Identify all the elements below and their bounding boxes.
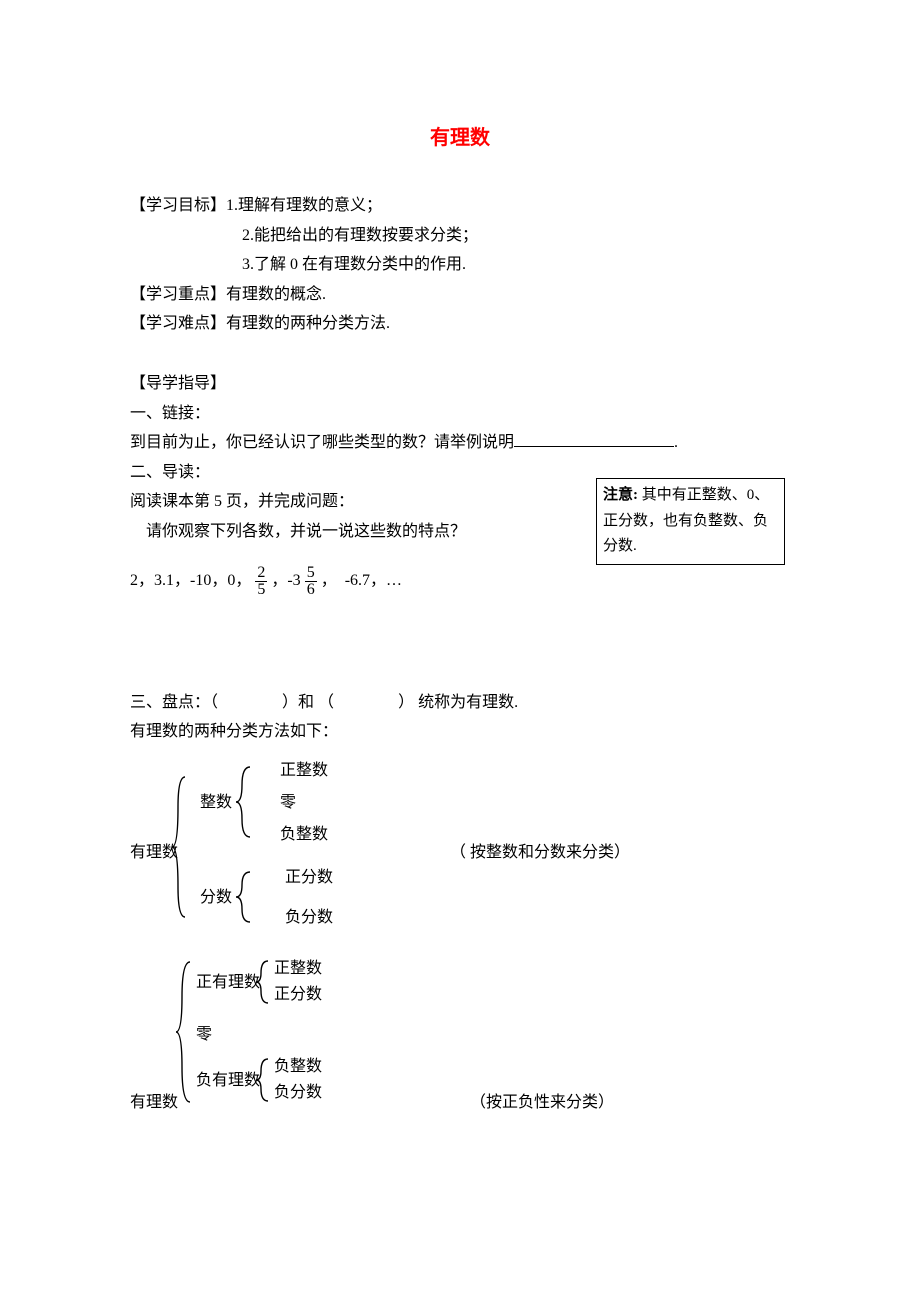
note-box: 注意: 其中有正整数、0、正分数，也有负整数、负分数. [596,478,785,565]
t1-b1c2: 负整数 [280,825,328,843]
frac1-den: 5 [255,582,267,598]
guide-label: 【导学指导】 [130,369,790,399]
t1-b1c0: 正整数 [280,761,328,779]
hard-point-line: 【学习难点】有理数的两种分类方法. [130,309,790,339]
t1-b2c0: 正分数 [285,868,333,886]
classification-tree-1: 有理数 整数 分数 正整数 零 负整数 正分数 负分数 （ 按整数和分数来分类） [130,747,690,947]
t2-b1c0: 正整数 [274,959,322,977]
t2-b2: 负有理数 [196,1071,260,1089]
goal-2: 2.能把给出的有理数按要求分类； [130,221,790,251]
hard-label: 【学习难点】 [130,315,226,332]
frac1-num: 2 [255,565,267,582]
t2-b1c1: 正分数 [274,985,322,1003]
t2-caption: （按正负性来分类） [470,1093,614,1111]
key-label: 【学习重点】 [130,286,226,303]
frac2-num: 5 [305,565,317,582]
t1-b2: 分数 [200,888,232,906]
frac2-den: 6 [305,582,317,598]
t1-b2c1: 负分数 [285,908,333,926]
fraction-1: 2 5 [255,565,267,598]
t2-b1: 正有理数 [196,973,260,991]
sec3-b: ）和 （ [282,694,334,711]
key-text: 有理数的概念. [226,286,326,303]
t2-root: 有理数 [130,1093,178,1111]
goals-block: 【学习目标】1.理解有理数的意义； 2.能把给出的有理数按要求分类； 3.了解 … [130,191,790,280]
sec1-text: 到目前为止，你已经认识了哪些类型的数？请举例说明 [130,434,514,451]
sec3-subline: 有理数的两种分类方法如下： [130,717,790,747]
page-title: 有理数 [130,120,790,157]
number-list: 2，3.1，-10，0， 2 5 ，-3 5 6 ， -6.7，… [130,565,790,598]
fraction-2: 5 6 [305,565,317,598]
t1-b1c1: 零 [280,794,296,811]
t2-b2c1: 负分数 [274,1083,322,1101]
t1-b1: 整数 [200,793,232,811]
sec3-heading: 三、盘点：（ ）和 （ ） 统称为有理数. [130,688,790,718]
numlist-suffix: ， -6.7，… [321,572,402,589]
note-label: 注意: [603,487,638,503]
document-page: 有理数 【学习目标】1.理解有理数的意义； 2.能把给出的有理数按要求分类； 3… [0,0,920,1302]
hard-text: 有理数的两种分类方法. [226,315,390,332]
sec3-c: ） 统称为有理数. [398,694,518,711]
t1-caption: （ 按整数和分数来分类） [450,843,630,861]
t2-mid: 零 [196,1026,212,1043]
t2-b2c0: 负整数 [274,1057,322,1075]
goal-3: 3.了解 0 在有理数分类中的作用. [130,250,790,280]
numlist-mid: ，-3 [271,572,300,589]
goals-label: 【学习目标】 [130,197,226,214]
numlist-prefix: 2，3.1，-10，0， [130,572,251,589]
goal-1: 1.理解有理数的意义； [226,197,382,214]
blank-underline [514,430,674,447]
sec1-line: 到目前为止，你已经认识了哪些类型的数？请举例说明. [130,428,790,458]
sec3-a: 三、盘点：（ [130,694,218,711]
t1-root: 有理数 [130,843,178,861]
sec1-period: . [674,434,678,451]
key-point-line: 【学习重点】有理数的概念. [130,280,790,310]
classification-tree-2: 有理数 正有理数 零 负有理数 正整数 正分数 负整数 负分数 （按正负性来分类… [130,947,690,1122]
sec1-heading: 一、链接： [130,399,790,429]
